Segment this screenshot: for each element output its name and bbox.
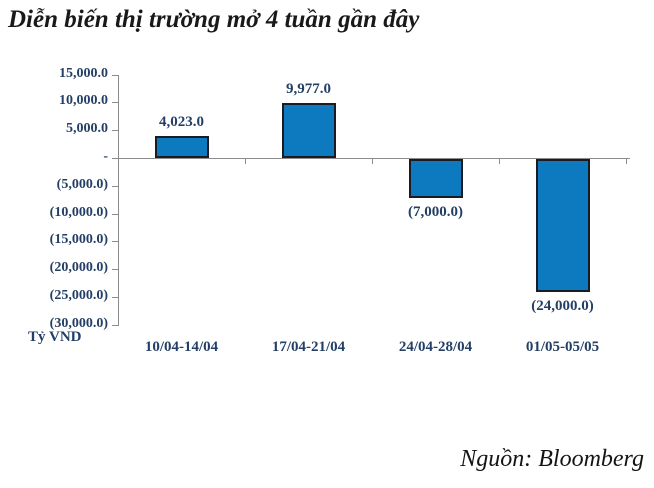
x-axis-category-label: 17/04-21/04 xyxy=(271,339,346,355)
bar-value-label: (24,000.0) xyxy=(531,298,594,315)
y-axis-tick-label: 15,000.0 xyxy=(59,65,108,81)
y-axis-unit-label: Tỷ VND xyxy=(28,329,82,345)
chart-title: Diễn biến thị trường mở 4 tuần gần đây xyxy=(8,6,420,33)
x-axis-line xyxy=(118,158,630,159)
y-axis-tick-label: 10,000.0 xyxy=(59,93,108,109)
x-axis-category-label: 01/05-05/05 xyxy=(525,339,600,355)
x-axis-tick xyxy=(372,159,373,164)
y-axis-tick xyxy=(112,296,118,298)
x-axis-category-label: 10/04-14/04 xyxy=(144,339,219,355)
y-axis-tick xyxy=(112,185,118,187)
y-axis-tick-label: (30,000.0) xyxy=(49,315,108,331)
x-axis-tick xyxy=(118,159,119,164)
bar xyxy=(281,102,336,158)
bar xyxy=(535,159,590,293)
bar-value-label: 9,977.0 xyxy=(286,80,331,97)
y-axis-tick xyxy=(112,74,118,76)
y-axis-tick xyxy=(112,158,118,159)
y-axis-tick xyxy=(112,324,118,326)
y-axis-tick-label: (10,000.0) xyxy=(49,204,108,220)
y-axis-tick xyxy=(112,269,118,271)
y-axis-tick xyxy=(112,213,118,215)
source-note: Nguồn: Bloomberg xyxy=(460,446,644,472)
bar-value-label: 4,023.0 xyxy=(159,113,204,130)
y-axis-tick xyxy=(112,241,118,243)
x-axis-tick xyxy=(499,159,500,164)
x-axis-tick xyxy=(245,159,246,164)
y-axis-tick xyxy=(112,130,118,132)
y-axis-line xyxy=(118,74,119,326)
y-axis-tick-label: (5,000.0) xyxy=(56,176,108,192)
x-axis-tick xyxy=(626,159,627,164)
bar-value-label: (7,000.0) xyxy=(408,203,463,220)
bar xyxy=(408,159,463,198)
y-axis-tick-label: (20,000.0) xyxy=(49,260,108,276)
x-axis-category-label: 24/04-28/04 xyxy=(398,339,473,355)
y-axis-tick-label: (15,000.0) xyxy=(49,232,108,248)
y-axis-tick-label: 5,000.0 xyxy=(66,121,108,137)
y-axis-tick xyxy=(112,102,118,104)
y-axis-tick-label: - xyxy=(103,149,108,164)
bar xyxy=(154,135,209,158)
y-axis-tick-label: (25,000.0) xyxy=(49,287,108,303)
